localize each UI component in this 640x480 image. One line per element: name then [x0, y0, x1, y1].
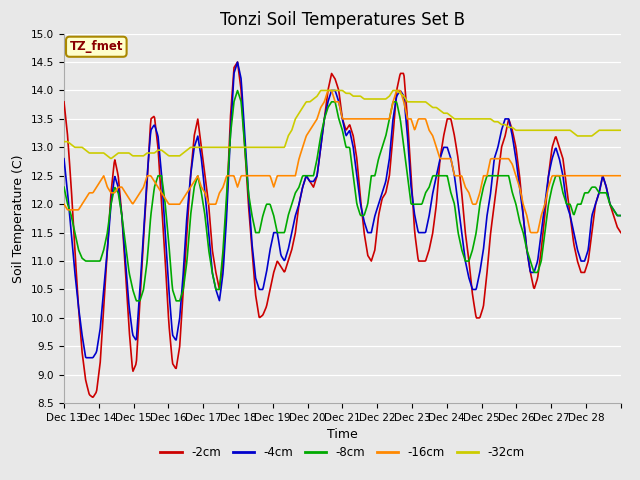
Title: Tonzi Soil Temperatures Set B: Tonzi Soil Temperatures Set B — [220, 11, 465, 29]
X-axis label: Time: Time — [327, 429, 358, 442]
Legend: -2cm, -4cm, -8cm, -16cm, -32cm: -2cm, -4cm, -8cm, -16cm, -32cm — [156, 442, 529, 464]
Text: TZ_fmet: TZ_fmet — [70, 40, 123, 53]
Y-axis label: Soil Temperature (C): Soil Temperature (C) — [12, 154, 26, 283]
